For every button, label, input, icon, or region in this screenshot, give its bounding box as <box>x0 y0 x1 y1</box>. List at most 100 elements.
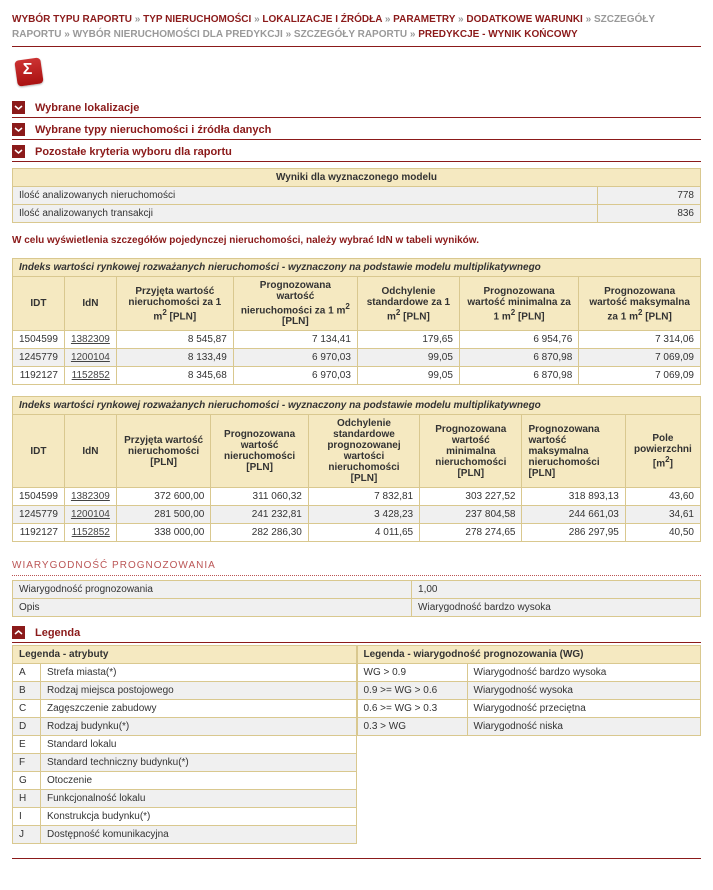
cell: 99,05 <box>357 349 459 367</box>
chevron-icon: » <box>410 29 418 40</box>
legend-val: Rodzaj budynku(*) <box>41 718 357 736</box>
breadcrumb-item[interactable]: DODATKOWE WARUNKI <box>466 14 582 25</box>
section-toggle-locations[interactable]: Wybrane lokalizacje <box>12 98 701 118</box>
chevron-down-icon <box>12 101 25 114</box>
table-row: 1192127 1152852 338 000,00 282 286,30 4 … <box>13 524 701 542</box>
col-header: IDT <box>13 415 65 488</box>
legend-key: 0.9 >= WG > 0.6 <box>357 682 467 700</box>
col-header: IDT <box>13 277 65 331</box>
breadcrumb: WYBÓR TYPU RAPORTU » TYP NIERUCHOMOŚCI »… <box>12 12 701 47</box>
legend-val: Konstrukcja budynku(*) <box>41 808 357 826</box>
chevron-icon: » <box>64 29 72 40</box>
wg-value: 1,00 <box>412 581 701 599</box>
col-header: IdN <box>64 277 116 331</box>
col-header: Prognozowana wartość minimalna za 1 m2 [… <box>459 277 578 331</box>
idt-cell: 1245779 <box>13 506 65 524</box>
legend-title: Legenda - wiarygodność prognozowania (WG… <box>357 646 701 664</box>
legend-title: Legenda - atrybuty <box>13 646 357 664</box>
cell: 318 893,13 <box>522 488 625 506</box>
legend-attributes-table: Legenda - atrybuty AStrefa miasta(*) BRo… <box>12 645 357 844</box>
legend-val: Standard techniczny budynku(*) <box>41 754 357 772</box>
idn-link[interactable]: 1152852 <box>72 527 110 538</box>
idn-link[interactable]: 1382309 <box>71 334 110 345</box>
legend-key: J <box>13 826 41 844</box>
result-value: 836 <box>598 205 701 223</box>
cell: 311 060,32 <box>211 488 309 506</box>
legend-val: Funkcjonalność lokalu <box>41 790 357 808</box>
breadcrumb-item[interactable]: TYP NIERUCHOMOŚCI <box>143 14 251 25</box>
breadcrumb-item[interactable]: LOKALIZACJE I ŹRÓDŁA <box>262 14 382 25</box>
legend-val: Rodzaj miejsca postojowego <box>41 682 357 700</box>
cell: 6 954,76 <box>459 331 578 349</box>
section-toggle-legend[interactable]: Legenda <box>12 623 701 643</box>
col-header: Odchylenie standardowe za 1 m2 [PLN] <box>357 277 459 331</box>
breadcrumb-item[interactable]: WYBÓR TYPU RAPORTU <box>12 14 132 25</box>
index-table-per-m2: Indeks wartości rynkowej rozważanych nie… <box>12 258 701 385</box>
section-toggle-criteria[interactable]: Pozostałe kryteria wyboru dla raportu <box>12 142 701 162</box>
table-row: 1245779 1200104 8 133,49 6 970,03 99,05 … <box>13 349 701 367</box>
col-header: Prognozowana wartość minimalna nieruchom… <box>420 415 522 488</box>
breadcrumb-item[interactable]: PREDYKCJE - WYNIK KOŃCOWY <box>418 29 577 40</box>
table-row: 1504599 1382309 372 600,00 311 060,32 7 … <box>13 488 701 506</box>
legend-key: I <box>13 808 41 826</box>
chevron-icon: » <box>286 29 294 40</box>
idn-link[interactable]: 1200104 <box>71 352 110 363</box>
result-value: 778 <box>598 187 701 205</box>
sigma-icon <box>14 57 43 86</box>
cell: 244 661,03 <box>522 506 625 524</box>
cell: 40,50 <box>625 524 700 542</box>
cell: 338 000,00 <box>116 524 210 542</box>
col-header: Przyjęta wartość nieruchomości za 1 m2 [… <box>116 277 233 331</box>
col-header: Prognozowana wartość nieruchomości za 1 … <box>233 277 357 331</box>
section-toggle-types[interactable]: Wybrane typy nieruchomości i źródła dany… <box>12 120 701 140</box>
legend-val: Dostępność komunikacyjna <box>41 826 357 844</box>
wg-table: Wiarygodność prognozowania 1,00 Opis Wia… <box>12 580 701 617</box>
cell: 241 232,81 <box>211 506 309 524</box>
section-title: Wybrane lokalizacje <box>35 102 139 114</box>
col-header: Prognozowana wartość maksymalna za 1 m2 … <box>579 277 701 331</box>
cell: 7 069,09 <box>579 349 701 367</box>
cell: 303 227,52 <box>420 488 522 506</box>
idn-link[interactable]: 1382309 <box>71 491 110 502</box>
cell: 3 428,23 <box>308 506 419 524</box>
section-title: Pozostałe kryteria wyboru dla raportu <box>35 146 232 158</box>
breadcrumb-item[interactable]: WYBÓR NIERUCHOMOŚCI DLA PREDYKCJI <box>73 29 283 40</box>
col-header: IdN <box>64 415 116 488</box>
chevron-icon: » <box>586 14 594 25</box>
breadcrumb-item[interactable]: PARAMETRY <box>393 14 455 25</box>
cell: 237 804,58 <box>420 506 522 524</box>
breadcrumb-item[interactable]: SZCZEGÓŁY RAPORTU <box>294 29 407 40</box>
cell: 7 314,06 <box>579 331 701 349</box>
legend-key: C <box>13 700 41 718</box>
legend-key: D <box>13 718 41 736</box>
idt-cell: 1192127 <box>13 524 65 542</box>
cell: 43,60 <box>625 488 700 506</box>
chevron-down-icon <box>12 123 25 136</box>
legend-key: 0.3 > WG <box>357 718 467 736</box>
idt-cell: 1504599 <box>13 331 65 349</box>
cell: 8 133,49 <box>116 349 233 367</box>
chevron-up-icon <box>12 626 25 639</box>
legend-val: Standard lokalu <box>41 736 357 754</box>
legend-val: Wiarygodność niska <box>467 718 701 736</box>
chevron-icon: » <box>385 14 393 25</box>
wg-heading: WIARYGODNOŚĆ PROGNOZOWANIA <box>12 556 701 576</box>
idt-cell: 1245779 <box>13 349 65 367</box>
col-header: Pole powierzchni [m2] <box>625 415 700 488</box>
cell: 7 069,09 <box>579 367 701 385</box>
idn-link[interactable]: 1200104 <box>71 509 110 520</box>
instruction-text: W celu wyświetlenia szczegółów pojedyncz… <box>12 235 701 246</box>
legend-key: WG > 0.9 <box>357 664 467 682</box>
col-header: Prognozowana wartość nieruchomości [PLN] <box>211 415 309 488</box>
table-title: Indeks wartości rynkowej rozważanych nie… <box>13 397 701 415</box>
cell: 6 970,03 <box>233 349 357 367</box>
legend-val: Strefa miasta(*) <box>41 664 357 682</box>
legend-val: Wiarygodność przeciętna <box>467 700 701 718</box>
idt-cell: 1504599 <box>13 488 65 506</box>
index-table-total: Indeks wartości rynkowej rozważanych nie… <box>12 396 701 542</box>
result-label: Ilość analizowanych transakcji <box>13 205 598 223</box>
legend-val: Otoczenie <box>41 772 357 790</box>
cell: 4 011,65 <box>308 524 419 542</box>
legend-val: Wiarygodność bardzo wysoka <box>467 664 701 682</box>
idn-link[interactable]: 1152852 <box>72 370 110 381</box>
